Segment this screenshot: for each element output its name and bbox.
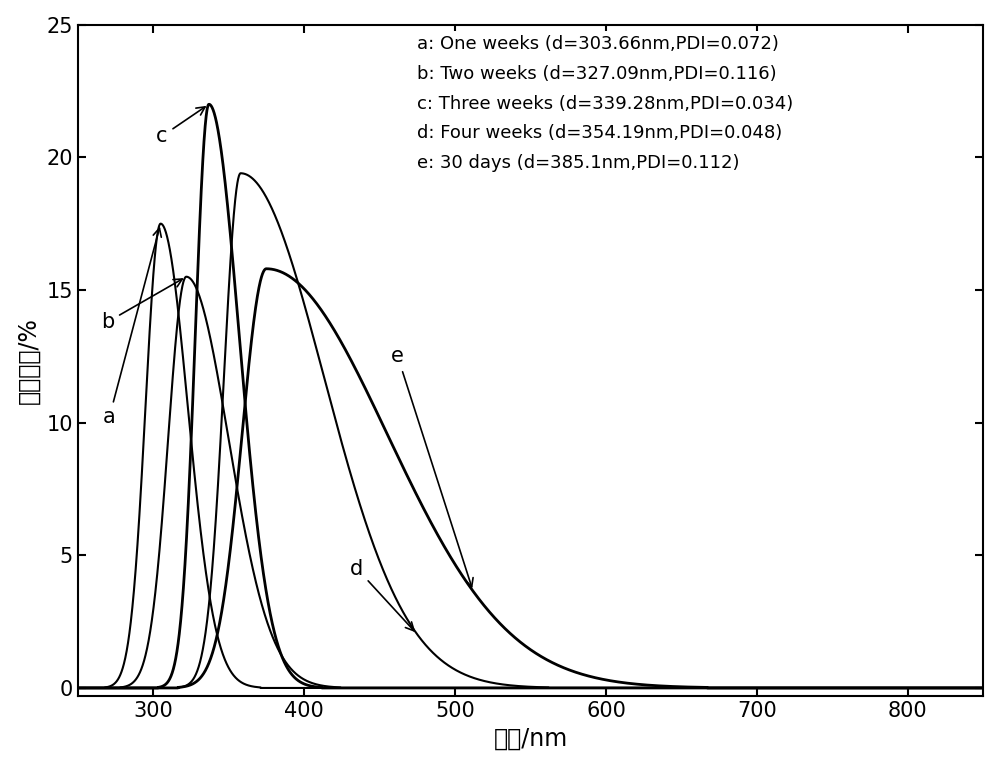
- Text: d: d: [350, 558, 414, 631]
- Text: a: One weeks (d=303.66nm,PDI=0.072)
b: Two weeks (d=327.09nm,PDI=0.116)
c: Three: a: One weeks (d=303.66nm,PDI=0.072) b: T…: [417, 35, 793, 173]
- X-axis label: 粒径/nm: 粒径/nm: [493, 726, 568, 750]
- Text: b: b: [101, 279, 182, 332]
- Y-axis label: 粒径分布/%: 粒径分布/%: [17, 317, 41, 403]
- Text: e: e: [391, 347, 473, 587]
- Text: c: c: [156, 107, 205, 146]
- Text: a: a: [103, 228, 161, 427]
